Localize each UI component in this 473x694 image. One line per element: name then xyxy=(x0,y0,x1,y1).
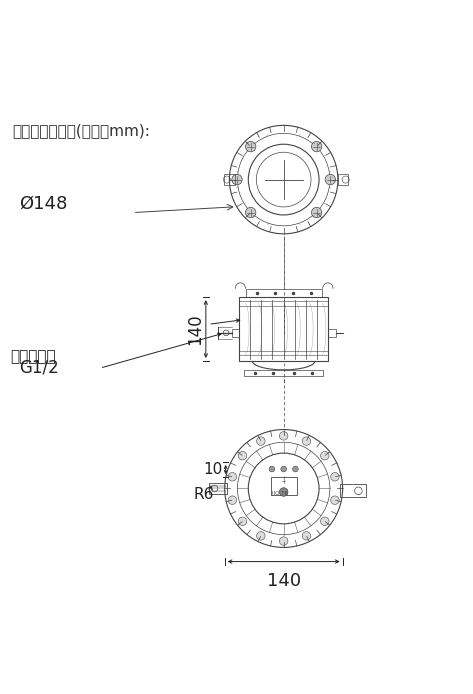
Text: 灯具外形和尺寸(单位：mm):: 灯具外形和尺寸(单位：mm): xyxy=(12,123,150,138)
Text: 10: 10 xyxy=(203,462,222,477)
Text: 140: 140 xyxy=(267,572,301,590)
Bar xyxy=(224,174,235,185)
Bar xyxy=(328,328,335,337)
Circle shape xyxy=(325,174,335,185)
Circle shape xyxy=(269,466,275,472)
Circle shape xyxy=(256,532,265,540)
Circle shape xyxy=(321,517,329,525)
Circle shape xyxy=(256,437,265,446)
Circle shape xyxy=(302,437,311,446)
Circle shape xyxy=(245,208,256,218)
Bar xyxy=(340,484,366,498)
Text: R6: R6 xyxy=(193,487,214,502)
Bar xyxy=(271,477,297,495)
Circle shape xyxy=(293,466,298,472)
Bar xyxy=(239,297,328,361)
Circle shape xyxy=(228,496,236,505)
Text: G1/2: G1/2 xyxy=(19,359,59,377)
Circle shape xyxy=(245,142,256,152)
Text: Ø148: Ø148 xyxy=(19,194,68,212)
Text: IIO T6: IIO T6 xyxy=(272,491,288,496)
Circle shape xyxy=(280,488,288,496)
Bar xyxy=(245,289,322,297)
Circle shape xyxy=(238,452,247,460)
Circle shape xyxy=(331,473,339,481)
Circle shape xyxy=(302,532,311,540)
Circle shape xyxy=(232,174,242,185)
Bar xyxy=(338,174,348,185)
Circle shape xyxy=(281,466,287,472)
Bar xyxy=(209,483,227,493)
Circle shape xyxy=(311,142,322,152)
Circle shape xyxy=(280,537,288,545)
Circle shape xyxy=(321,452,329,460)
Bar xyxy=(232,328,239,337)
Circle shape xyxy=(311,208,322,218)
Text: 引入口规格: 引入口规格 xyxy=(10,349,56,364)
Circle shape xyxy=(331,496,339,505)
Bar xyxy=(244,370,323,376)
Circle shape xyxy=(280,432,288,440)
Text: 140: 140 xyxy=(186,313,204,345)
Circle shape xyxy=(238,517,247,525)
Circle shape xyxy=(228,473,236,481)
